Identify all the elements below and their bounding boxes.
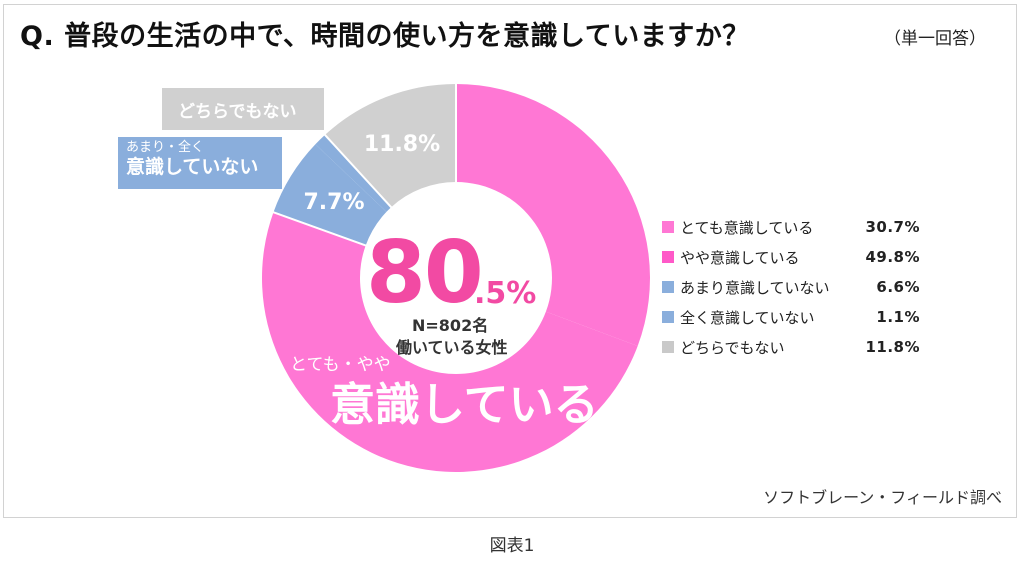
legend-value: 49.8% bbox=[865, 248, 920, 266]
chart-title: Q. 普段の生活の中で、時間の使い方を意識していますか？ bbox=[20, 21, 750, 52]
legend-value: 11.8% bbox=[865, 338, 920, 356]
source-note: ソフトブレーン・フィールド調べ bbox=[763, 488, 1002, 507]
ring-label-not-aware: 7.7% bbox=[303, 190, 364, 215]
legend-value: 30.7% bbox=[865, 218, 920, 236]
callout-not-aware: あまり・全く 意識していない bbox=[118, 137, 282, 189]
legend-swatch bbox=[662, 311, 674, 323]
legend-swatch bbox=[662, 221, 674, 233]
callout-neither-text: どちらでもない bbox=[178, 102, 297, 122]
callout-neither: どちらでもない bbox=[162, 88, 324, 130]
callout-not-aware-big: 意識していない bbox=[126, 156, 259, 178]
donut-slices bbox=[261, 83, 650, 473]
donut-slice-5 bbox=[324, 84, 456, 208]
legend-label: とても意識している bbox=[680, 218, 814, 237]
legend-item: とても意識している 30.7% bbox=[662, 212, 920, 242]
figure-caption: 図表1 bbox=[489, 536, 535, 556]
legend-item: あまり意識していない 6.6% bbox=[662, 272, 920, 302]
slice-separator-2 bbox=[323, 133, 393, 209]
legend-item: どちらでもない 11.8% bbox=[662, 332, 920, 362]
legend-value: 6.6% bbox=[876, 278, 920, 296]
legend-value: 1.1% bbox=[876, 308, 920, 326]
slice-separator-1 bbox=[272, 211, 367, 247]
legend-label: やや意識している bbox=[680, 248, 800, 267]
legend-item: 全く意識していない 1.1% bbox=[662, 302, 920, 332]
legend-label: あまり意識していない bbox=[680, 278, 830, 297]
aware-annotation-small: とても・やや bbox=[290, 355, 391, 375]
legend-swatch bbox=[662, 281, 674, 293]
legend-label: どちらでもない bbox=[680, 338, 785, 357]
legend-label: 全く意識していない bbox=[680, 308, 815, 327]
answer-type-note: （単一回答） bbox=[884, 29, 986, 49]
legend-swatch bbox=[662, 341, 674, 353]
center-population: 働いている女性 bbox=[396, 338, 508, 357]
donut-slice-3 bbox=[273, 144, 387, 246]
aware-annotation-big: 意識している bbox=[330, 378, 599, 431]
callout-not-aware-small: あまり・全く bbox=[126, 140, 205, 155]
donut-slice-2 bbox=[261, 212, 638, 473]
donut-slice-4 bbox=[315, 134, 392, 212]
legend-item: やや意識している 49.8% bbox=[662, 242, 920, 272]
ring-label-neither: 11.8% bbox=[364, 132, 440, 157]
center-total-integer: 80 bbox=[366, 223, 484, 323]
donut-slice-1 bbox=[456, 84, 650, 347]
center-sample-size: N=802名 bbox=[412, 316, 489, 335]
chart-legend: とても意識している 30.7% やや意識している 49.8% あまり意識していない 6.6… bbox=[662, 212, 920, 362]
center-total-decimal: .5% bbox=[474, 276, 537, 311]
legend-swatch bbox=[662, 251, 674, 263]
